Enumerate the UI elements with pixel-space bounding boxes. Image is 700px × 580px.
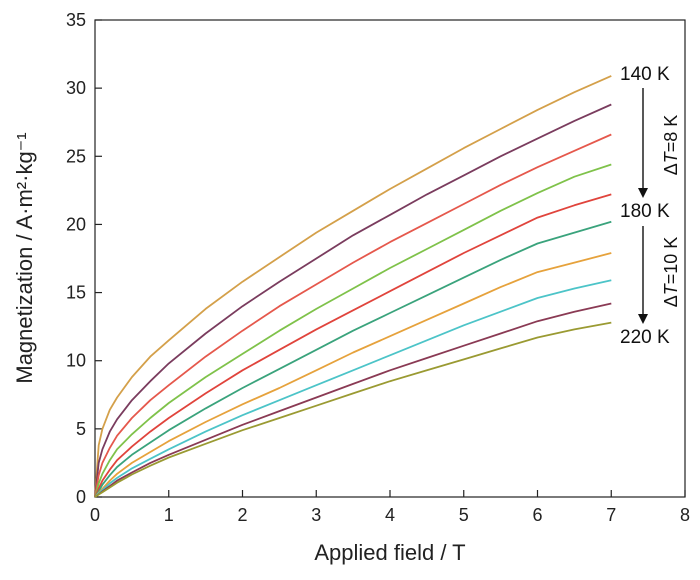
step-arrow-1-head [638,188,648,198]
series-line-2 [94,103,612,498]
x-axis-title: Applied field / T [314,540,465,565]
x-tick-label: 1 [164,505,174,525]
y-tick-label: 5 [76,419,86,439]
y-tick-label: 15 [66,283,86,303]
step-label-2: ΔT=10 K [661,237,681,308]
x-tick-label: 5 [459,505,469,525]
step-label-2-var: T [661,282,681,295]
series-line-5 [94,193,612,498]
x-tick-label: 6 [532,505,542,525]
label-180k: 180 K [620,201,670,222]
series-layer [94,75,612,498]
y-tick-label: 20 [66,214,86,234]
x-tick-label: 8 [680,505,690,525]
step-label-1-var: T [661,150,681,163]
x-tick-label: 3 [311,505,321,525]
step-label-2-delta: Δ [661,295,681,307]
step-label-1-delta: Δ [661,163,681,175]
series-line-6 [94,220,612,498]
step-label-1-value: =8 K [661,115,681,153]
series-line-10 [94,321,612,498]
y-tick-label: 0 [76,487,86,507]
series-line-1 [94,75,612,498]
x-tick-label: 2 [237,505,247,525]
x-tick-label: 0 [90,505,100,525]
y-tick-label: 30 [66,78,86,98]
label-220k: 220 K [620,327,670,348]
series-line-8 [94,279,612,498]
y-tick-label: 10 [66,351,86,371]
series-line-4 [94,163,612,498]
step-arrow-2-head [638,314,648,324]
y-tick-label: 35 [66,10,86,30]
x-tick-label: 4 [385,505,395,525]
y-axis-title: Magnetization / A·m²·kg⁻¹ [12,132,37,383]
x-tick-label: 7 [606,505,616,525]
axis-ticks: 0 1 2 3 4 5 6 7 8 0 5 10 15 20 25 30 35 [66,10,690,525]
label-140k: 140 K [620,64,670,85]
series-line-9 [94,302,612,498]
step-label-1: ΔT=8 K [661,115,681,176]
plot-frame [94,19,686,498]
series-line-3 [94,133,612,498]
y-tick-label: 25 [66,146,86,166]
step-label-2-value: =10 K [661,237,681,285]
series-line-7 [94,252,612,498]
